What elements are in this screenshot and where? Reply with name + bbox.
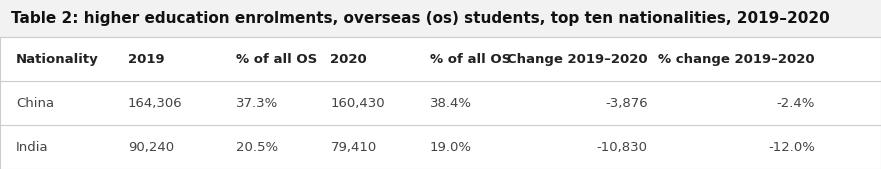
Text: % of all OS: % of all OS bbox=[236, 53, 317, 66]
Text: -12.0%: -12.0% bbox=[768, 141, 815, 153]
Text: Table 2: higher education enrolments, overseas (os) students, top ten nationalit: Table 2: higher education enrolments, ov… bbox=[11, 11, 829, 26]
Text: India: India bbox=[16, 141, 48, 153]
Text: % of all OS: % of all OS bbox=[430, 53, 511, 66]
Text: Change 2019–2020: Change 2019–2020 bbox=[507, 53, 648, 66]
Text: 19.0%: 19.0% bbox=[430, 141, 472, 153]
Text: -2.4%: -2.4% bbox=[776, 97, 815, 110]
Text: -10,830: -10,830 bbox=[596, 141, 648, 153]
Text: 90,240: 90,240 bbox=[128, 141, 174, 153]
Text: 2019: 2019 bbox=[128, 53, 165, 66]
Text: China: China bbox=[16, 97, 54, 110]
Text: 20.5%: 20.5% bbox=[236, 141, 278, 153]
Text: 79,410: 79,410 bbox=[330, 141, 376, 153]
Text: 2020: 2020 bbox=[330, 53, 367, 66]
FancyBboxPatch shape bbox=[0, 0, 881, 37]
Text: -3,876: -3,876 bbox=[605, 97, 648, 110]
Text: 160,430: 160,430 bbox=[330, 97, 385, 110]
Text: 164,306: 164,306 bbox=[128, 97, 182, 110]
Text: Nationality: Nationality bbox=[16, 53, 99, 66]
Text: 37.3%: 37.3% bbox=[236, 97, 278, 110]
Text: % change 2019–2020: % change 2019–2020 bbox=[658, 53, 815, 66]
Text: 38.4%: 38.4% bbox=[430, 97, 472, 110]
